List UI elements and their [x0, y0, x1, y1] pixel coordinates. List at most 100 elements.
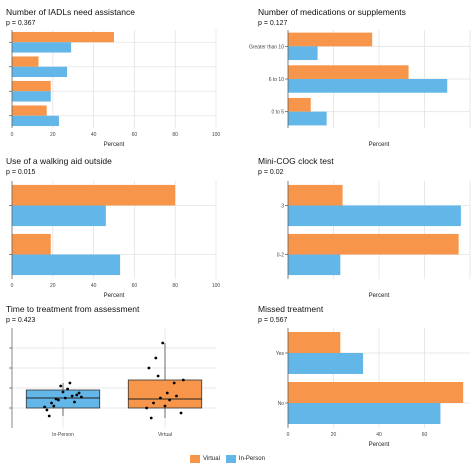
p-value: p = 0.567 [258, 317, 288, 324]
bar-in-person [288, 254, 341, 276]
data-point [147, 366, 151, 370]
bar-in-person [12, 66, 68, 78]
y-tick-label: Greater than 10 [249, 44, 284, 50]
bar-virtual [12, 184, 176, 206]
bar-in-person [12, 205, 106, 227]
data-point [145, 406, 149, 410]
bar-in-person [288, 79, 448, 93]
bar-virtual [288, 65, 409, 79]
x-tick-label: 60 [132, 132, 138, 138]
data-point [161, 341, 165, 345]
data-point [63, 396, 67, 400]
x-axis-label: Percent [104, 293, 125, 299]
legend-item-virtual: Virtual [190, 455, 220, 463]
legend-item-in-person: In-Person [225, 455, 265, 463]
x-axis-label: Percent [369, 142, 390, 148]
x-tick-label: 60 [422, 432, 428, 438]
x-tick-label: 40 [91, 132, 97, 138]
bar-virtual [288, 233, 459, 255]
p-value: p = 0.367 [6, 20, 36, 27]
chart-title: Mini-COG clock test [258, 156, 334, 166]
x-tick-label: 20 [331, 432, 337, 438]
x-tick-label: 0 [287, 432, 290, 438]
bar-virtual [288, 382, 464, 403]
data-point [163, 404, 167, 408]
y-tick-label: 6 to 10 [269, 77, 285, 83]
bar-in-person [288, 403, 441, 424]
data-point [165, 391, 169, 395]
x-axis-label: Percent [104, 142, 125, 148]
x-tick-label: 0 [11, 283, 14, 289]
bar-virtual [12, 105, 47, 116]
legend: Virtual In-Person [190, 452, 265, 466]
x-tick-label: 80 [172, 132, 178, 138]
y-tick-label: Yes [276, 351, 285, 357]
y-tick-label: 0-2 [277, 253, 284, 259]
bar-in-person [288, 111, 327, 126]
bar-in-person [288, 205, 461, 227]
box-virtual [127, 379, 203, 409]
data-point [52, 404, 56, 408]
x-axis-label: Percent [369, 442, 390, 448]
data-point [175, 394, 178, 398]
x-tick-label: 40 [91, 283, 97, 289]
x-tick-label: 60 [132, 283, 138, 289]
chart-title: Number of medications or supplements [258, 7, 406, 17]
y-tick-label: No [278, 401, 285, 407]
data-point [152, 401, 155, 405]
legend-swatch-virtual [190, 455, 200, 463]
bar-in-person [288, 353, 364, 374]
data-point [159, 396, 162, 400]
data-point [59, 384, 63, 388]
bar-virtual [288, 332, 341, 353]
x-tick-label: 100 [212, 132, 221, 138]
data-point [66, 387, 69, 391]
x-tick-label: Virtual [158, 432, 172, 438]
chart-title: Use of a walking aid outside [6, 156, 112, 166]
box-in-person [25, 389, 101, 409]
data-point [50, 401, 53, 405]
data-point [43, 405, 47, 409]
data-point [57, 398, 60, 402]
p-value: p = 0.02 [258, 169, 284, 176]
data-point [179, 411, 183, 415]
data-point [70, 394, 74, 398]
p-value: p = 0.423 [6, 317, 36, 324]
data-point [68, 381, 72, 385]
bar-virtual [288, 32, 373, 47]
data-point [47, 414, 51, 418]
bar-virtual [12, 80, 51, 92]
x-tick-label: 80 [172, 283, 178, 289]
bar-in-person [12, 91, 51, 102]
data-point [172, 381, 176, 385]
data-point [77, 391, 81, 395]
p-value: p = 0.015 [6, 169, 36, 176]
data-point [73, 400, 76, 404]
chart-title: Time to treatment from assessment [6, 304, 140, 314]
legend-label-virtual: Virtual [203, 456, 220, 462]
x-tick-label: 0 [11, 132, 14, 138]
x-tick-label: 100 [212, 283, 221, 289]
bar-in-person [288, 46, 318, 61]
x-tick-label: In-Person [52, 432, 74, 438]
x-axis-label: Percent [369, 293, 390, 299]
data-point [168, 398, 171, 402]
data-point [154, 356, 158, 360]
legend-swatch-in-person [225, 455, 236, 463]
bar-virtual [288, 184, 343, 206]
data-point [45, 408, 49, 412]
bar-virtual [12, 233, 51, 255]
data-point [61, 390, 65, 394]
p-value: p = 0.127 [258, 20, 288, 27]
x-tick-label: 40 [376, 432, 382, 438]
x-tick-label: 20 [50, 132, 56, 138]
x-tick-label: 20 [50, 283, 56, 289]
bar-in-person [12, 115, 59, 127]
data-point [54, 397, 58, 401]
data-point [156, 374, 160, 378]
data-point [149, 416, 153, 420]
y-tick-label: 0 to 5 [271, 110, 284, 116]
bar-virtual [288, 97, 311, 112]
bar-virtual [12, 31, 114, 43]
